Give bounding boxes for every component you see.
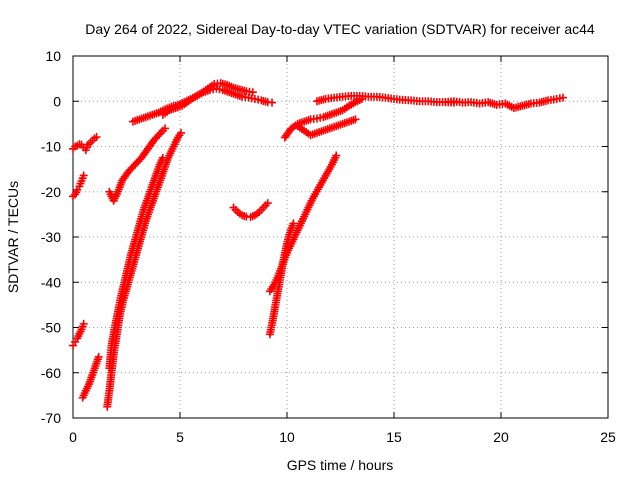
series-arc-9: [158, 79, 257, 119]
series-arc-6: [105, 153, 167, 373]
series-arc-4: [78, 352, 103, 402]
data-point: [79, 171, 88, 180]
x-tick-label: 25: [600, 429, 616, 445]
y-tick-label: -50: [41, 320, 61, 336]
data-point: [155, 130, 164, 139]
data-point: [177, 128, 186, 137]
y-tick-label: -40: [41, 274, 61, 290]
data-point: [268, 98, 277, 107]
data-point: [351, 115, 360, 124]
series-arc-7: [105, 124, 170, 205]
series-arc-2: [69, 171, 88, 201]
series-arc-16: [441, 93, 568, 113]
data-marks: [69, 79, 568, 411]
x-tick-label: 5: [176, 429, 184, 445]
series-arc-12: [265, 151, 341, 296]
data-point: [248, 88, 257, 97]
axis-ticks: 0 5 10 15 20 25 -70 -60 -50 -40 -30 -20 -10 0 10: [41, 48, 616, 445]
x-tick-label: 10: [279, 429, 295, 445]
data-point: [559, 93, 568, 102]
data-point: [79, 319, 88, 328]
data-point: [263, 199, 272, 208]
y-tick-label: -70: [41, 410, 61, 426]
y-tick-label: -20: [41, 184, 61, 200]
series-arc-13: [280, 94, 366, 142]
y-tick-label: -30: [41, 229, 61, 245]
data-point: [158, 153, 167, 162]
y-tick-label: -60: [41, 365, 61, 381]
series-arc-1: [69, 132, 101, 155]
y-tick-label: 0: [53, 93, 61, 109]
series-arc-3: [69, 319, 88, 350]
data-point: [332, 151, 341, 160]
y-tick-label: 10: [45, 48, 61, 64]
x-tick-label: 20: [493, 429, 509, 445]
x-tick-label: 15: [386, 429, 402, 445]
series-arc-14: [293, 115, 360, 140]
y-tick-label: -10: [41, 139, 61, 155]
x-axis-label: GPS time / hours: [287, 457, 394, 473]
chart-title: Day 264 of 2022, Sidereal Day-to-day VTE…: [85, 21, 595, 37]
series-arc-10: [229, 199, 272, 222]
y-axis-label: SDTVAR / TECUs: [5, 181, 21, 293]
x-tick-label: 0: [69, 429, 77, 445]
data-point: [92, 132, 101, 141]
data-point: [161, 124, 170, 133]
data-point: [289, 219, 298, 228]
data-point: [94, 352, 103, 361]
series-arc-15: [312, 91, 458, 107]
